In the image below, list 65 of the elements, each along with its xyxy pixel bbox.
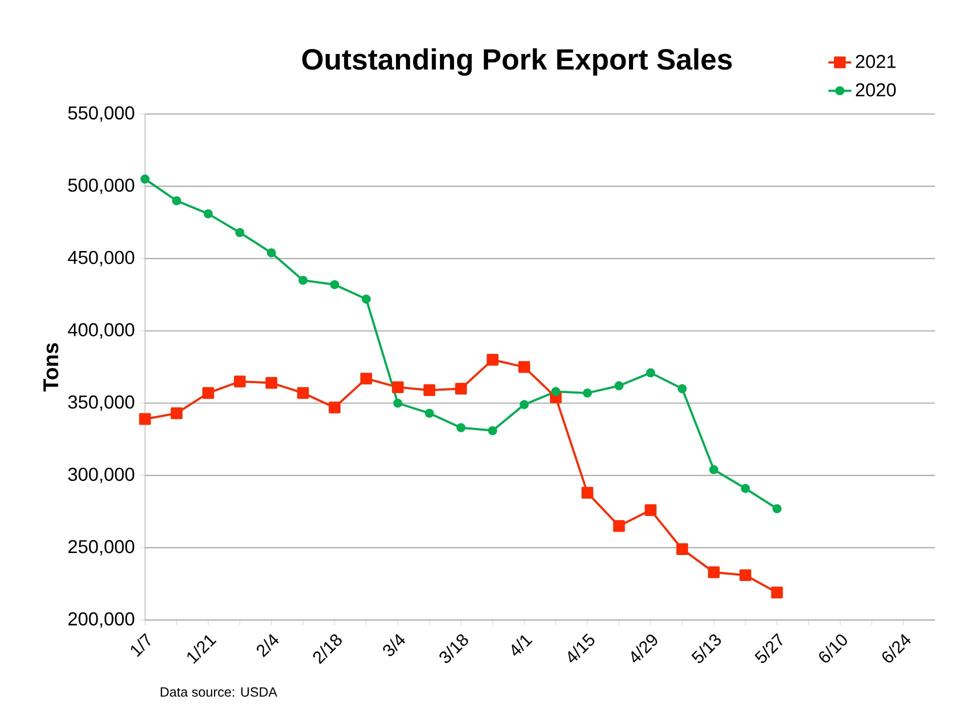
point bbox=[234, 376, 246, 388]
point bbox=[456, 423, 466, 432]
point bbox=[740, 569, 752, 582]
point bbox=[488, 426, 498, 436]
point bbox=[709, 465, 718, 474]
x-tick-label: 5/13 bbox=[691, 634, 721, 663]
y-tick-label: 350,000 bbox=[68, 395, 134, 411]
y-axis-title: Tons bbox=[43, 343, 58, 392]
x-tick-label: 3/18 bbox=[440, 634, 468, 663]
legend-label: 2021 bbox=[856, 54, 896, 68]
point bbox=[582, 486, 594, 499]
point bbox=[678, 384, 687, 394]
point bbox=[266, 377, 278, 389]
x-tick-label: 3/4 bbox=[383, 634, 406, 656]
point bbox=[614, 381, 624, 390]
point bbox=[708, 566, 720, 578]
point bbox=[455, 382, 467, 395]
point bbox=[613, 520, 625, 532]
x-tick-label: 1/21 bbox=[187, 635, 216, 664]
point bbox=[330, 280, 340, 290]
point bbox=[202, 387, 214, 399]
point bbox=[170, 407, 182, 420]
point bbox=[266, 248, 276, 258]
point bbox=[393, 398, 402, 408]
point bbox=[646, 368, 656, 378]
x-tick-label: 6/24 bbox=[882, 634, 911, 662]
x-tick-label: 2/4 bbox=[256, 634, 279, 658]
point bbox=[486, 354, 498, 366]
y-tick-label: 500,000 bbox=[68, 178, 134, 194]
point bbox=[772, 504, 782, 514]
point bbox=[424, 384, 436, 396]
point bbox=[328, 402, 340, 414]
point bbox=[235, 228, 244, 238]
point bbox=[520, 400, 529, 410]
point bbox=[676, 543, 688, 556]
y-tick-label: 300,000 bbox=[68, 468, 134, 484]
point bbox=[140, 174, 150, 184]
point bbox=[298, 276, 308, 285]
point bbox=[644, 504, 656, 516]
point bbox=[518, 361, 530, 373]
y-tick-label: 200,000 bbox=[68, 612, 134, 628]
point bbox=[551, 387, 560, 396]
y-tick-label: 250,000 bbox=[68, 540, 134, 556]
point bbox=[360, 372, 372, 384]
point bbox=[204, 209, 213, 218]
point bbox=[297, 387, 309, 399]
y-tick-label: 400,000 bbox=[68, 323, 134, 339]
point bbox=[172, 196, 182, 206]
point bbox=[392, 381, 404, 394]
y-tick-label: 550,000 bbox=[68, 106, 134, 122]
y-tick-label: 450,000 bbox=[68, 250, 134, 266]
point bbox=[740, 484, 750, 493]
x-tick-label: 4/15 bbox=[568, 633, 594, 663]
legend-label: 2020 bbox=[856, 83, 896, 96]
x-tick-label: 4/29 bbox=[631, 634, 658, 663]
x-tick-label: 4/1 bbox=[512, 635, 532, 656]
x-tick-label: 6/10 bbox=[819, 634, 847, 662]
point bbox=[582, 388, 592, 398]
point bbox=[424, 408, 434, 418]
x-tick-label: 1/7 bbox=[130, 633, 150, 657]
source-note: Data source: USDA bbox=[160, 687, 278, 697]
point bbox=[362, 294, 371, 304]
chart-title: Outstanding Pork Export Sales bbox=[302, 48, 732, 76]
point bbox=[139, 413, 151, 425]
point bbox=[771, 586, 783, 598]
